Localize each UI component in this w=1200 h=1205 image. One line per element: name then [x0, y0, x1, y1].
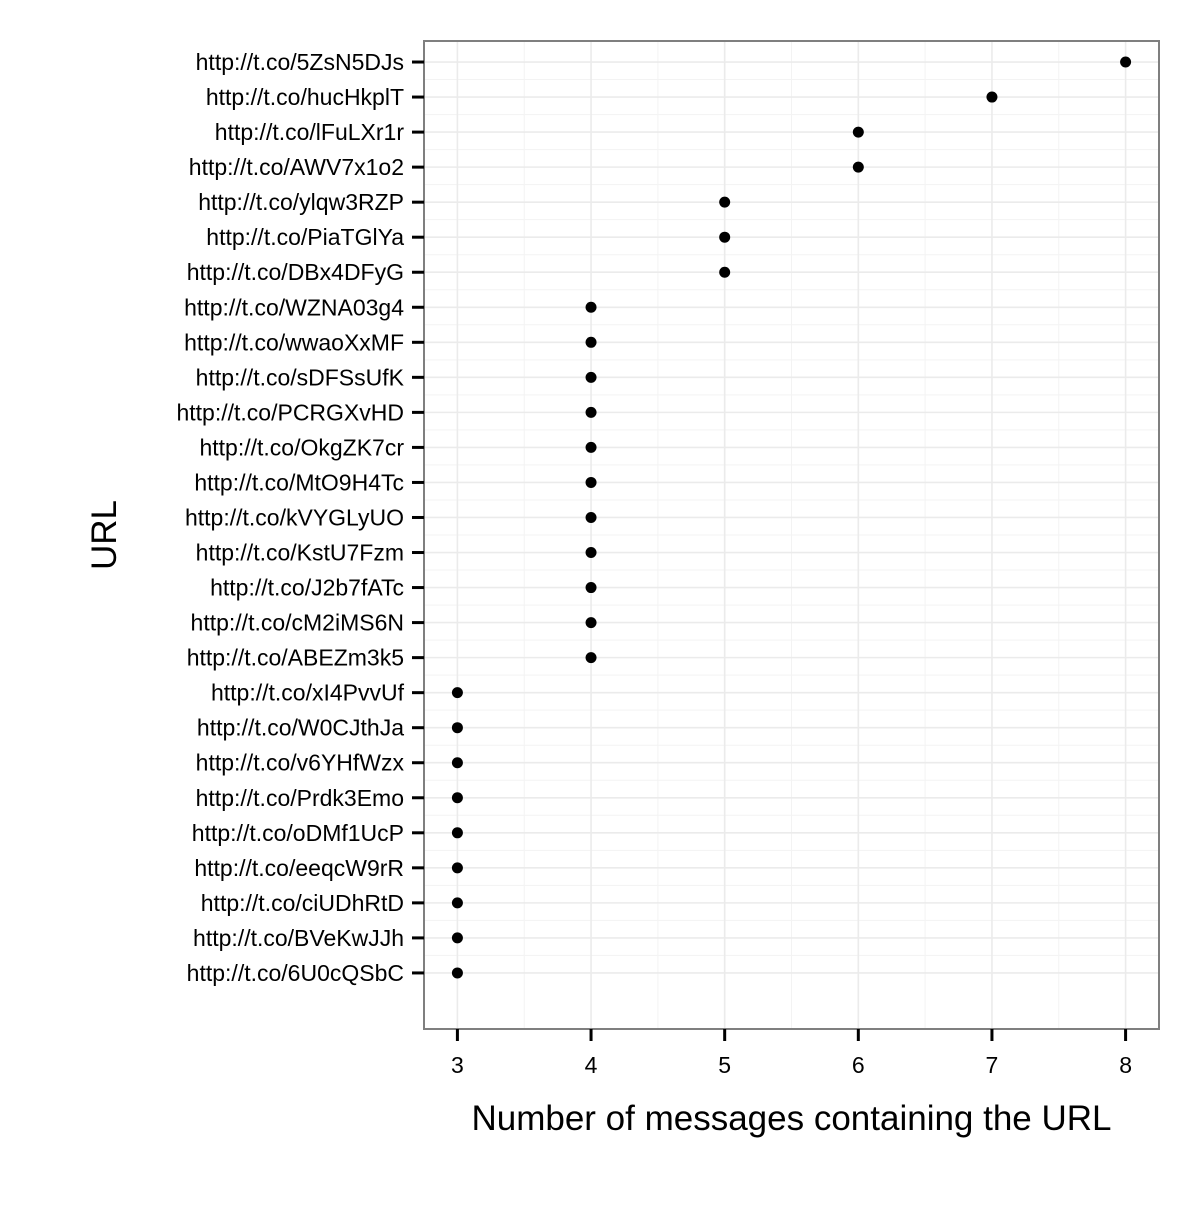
minor-gridlines: [424, 41, 1159, 1029]
data-points: [451, 56, 1132, 979]
data-point: [852, 161, 864, 173]
data-point: [585, 617, 597, 629]
data-point: [451, 757, 463, 769]
data-point: [1120, 56, 1132, 68]
x-axis: 3 4 5 6 7 8: [451, 1029, 1132, 1078]
y-tick-label: http://t.co/5ZsN5DJs: [196, 49, 404, 75]
data-point: [451, 932, 463, 944]
y-tick-label: http://t.co/W0CJthJa: [197, 715, 404, 741]
y-tick-label: http://t.co/xI4PvvUf: [211, 680, 405, 706]
x-tick-label: 8: [1119, 1052, 1132, 1078]
y-tick-label: http://t.co/BVeKwJJh: [193, 925, 404, 951]
x-axis-title: Number of messages containing the URL: [471, 1099, 1111, 1138]
data-point: [585, 652, 597, 664]
x-tick-label: 6: [852, 1052, 865, 1078]
y-tick-label: http://t.co/Prdk3Emo: [196, 785, 404, 811]
plot-panel-border: [423, 40, 1160, 1030]
y-tick-label: http://t.co/AWV7x1o2: [189, 154, 404, 180]
data-point: [585, 511, 597, 523]
y-tick-label: http://t.co/6U0cQSbC: [187, 960, 404, 986]
y-tick-label: http://t.co/PCRGXvHD: [176, 399, 404, 425]
y-tick-label: http://t.co/WZNA03g4: [184, 294, 404, 320]
x-tick-label: 7: [986, 1052, 999, 1078]
data-point: [451, 792, 463, 804]
y-tick-label: http://t.co/DBx4DFyG: [187, 259, 404, 285]
data-point: [719, 196, 731, 208]
y-tick-label: http://t.co/ciUDhRtD: [201, 890, 404, 916]
y-tick-label: http://t.co/ylqw3RZP: [198, 189, 404, 215]
data-point: [585, 476, 597, 488]
data-point: [585, 582, 597, 594]
y-tick-label: http://t.co/cM2iMS6N: [191, 610, 404, 636]
y-tick-label: http://t.co/sDFSsUfK: [196, 364, 405, 390]
data-point: [986, 91, 998, 103]
y-axis-title: URL: [85, 500, 124, 570]
data-point: [719, 231, 731, 243]
y-tick-label: http://t.co/oDMf1UcP: [192, 820, 404, 846]
data-point: [719, 266, 731, 278]
y-tick-label: http://t.co/lFuLXr1r: [215, 119, 405, 145]
data-point: [451, 967, 463, 979]
y-tick-label: http://t.co/v6YHfWzx: [196, 750, 405, 776]
y-tick-label: http://t.co/KstU7Fzm: [196, 540, 404, 566]
data-point: [451, 722, 463, 734]
data-point: [451, 897, 463, 909]
data-point: [451, 862, 463, 874]
data-point: [585, 441, 597, 453]
data-point: [451, 827, 463, 839]
y-tick-label: http://t.co/MtO9H4Tc: [194, 469, 404, 495]
data-point: [852, 126, 864, 138]
data-point: [585, 301, 597, 313]
data-point: [585, 547, 597, 559]
data-point: [585, 406, 597, 418]
y-tick-label: http://t.co/eeqcW9rR: [194, 855, 404, 881]
y-tick-label: http://t.co/hucHkplT: [206, 84, 404, 110]
y-tick-label: http://t.co/J2b7fATc: [210, 575, 404, 601]
x-tick-label: 4: [585, 1052, 598, 1078]
y-tick-label: http://t.co/OkgZK7cr: [199, 434, 404, 460]
data-point: [585, 371, 597, 383]
data-point: [451, 687, 463, 699]
y-tick-label: http://t.co/wwaoXxMF: [184, 329, 404, 355]
x-tick-label: 5: [718, 1052, 731, 1078]
y-tick-label: http://t.co/PiaTGlYa: [206, 224, 404, 250]
y-tick-label: http://t.co/ABEZm3k5: [187, 645, 404, 671]
x-tick-label: 3: [451, 1052, 464, 1078]
data-point: [585, 336, 597, 348]
y-tick-label: http://t.co/kVYGLyUO: [185, 504, 404, 530]
y-axis: http://t.co/5ZsN5DJs http://t.co/hucHkplT…: [176, 49, 424, 986]
